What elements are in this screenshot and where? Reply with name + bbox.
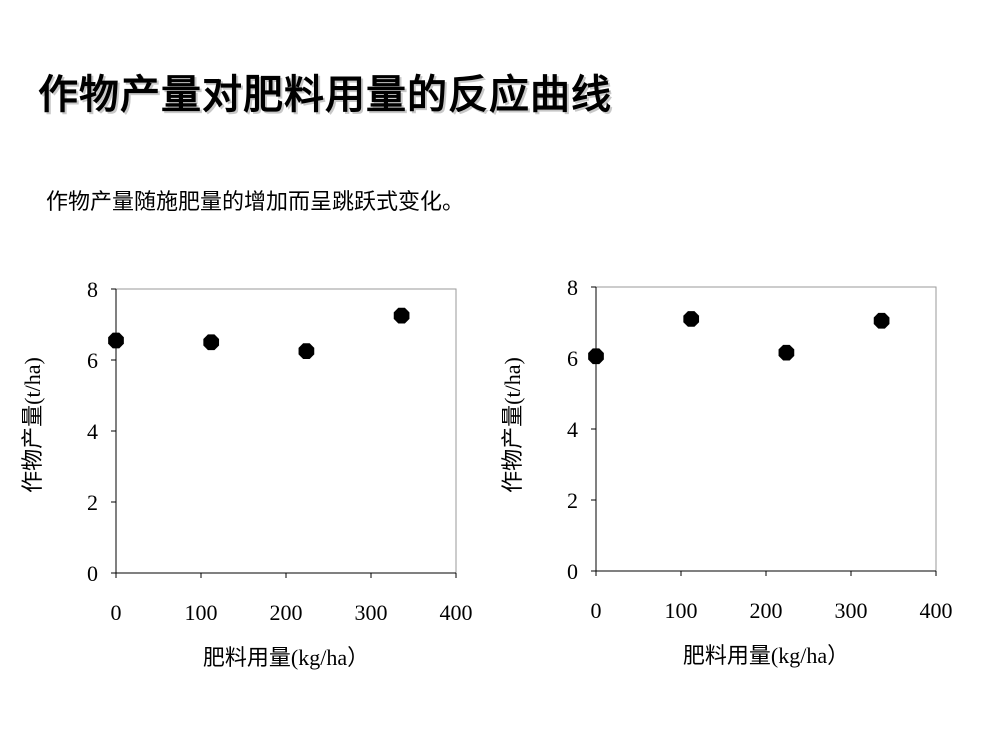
x-axis-label: 肥料用量(kg/ha） [203,645,369,670]
data-point [203,334,220,351]
slide-subtitle: 作物产量随施肥量的增加而呈跳跃式变化。 [46,190,465,215]
data-point [298,343,315,359]
x-tick-label: 300 [355,600,388,625]
data-point [108,332,124,349]
y-axis-label: 作物产量(t/ha) [20,357,45,493]
x-tick-label: 400 [440,600,473,625]
y-tick-label: 8 [87,277,98,302]
x-tick-label: 200 [270,600,303,625]
y-tick-label: 0 [87,561,98,586]
data-point [393,307,410,324]
slide-title: 作物产量对肥料用量的反应曲线 [38,72,612,118]
plot-frame [115,288,457,574]
x-tick-label: 100 [185,600,218,625]
y-tick-label: 4 [87,419,98,444]
y-tick-label: 2 [87,490,98,515]
x-tick-label: 0 [111,600,122,625]
y-tick-label: 6 [87,348,98,373]
